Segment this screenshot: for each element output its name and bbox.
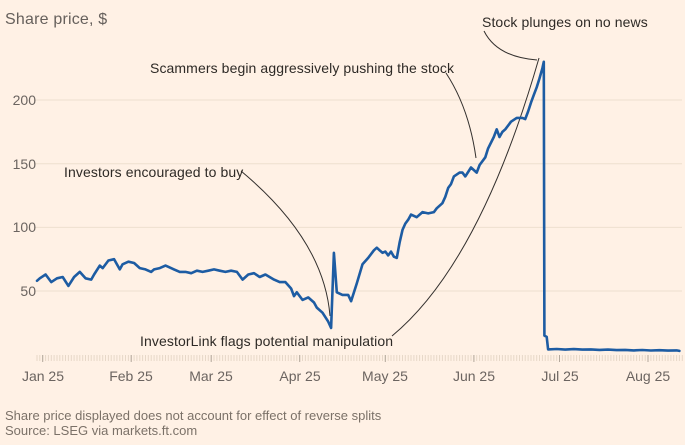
annotation-pointer-scammers	[445, 72, 477, 159]
x-axis-minor-ticks	[36, 355, 683, 361]
annotation-pointer-investors	[240, 170, 331, 317]
annotation-investors: Investors encouraged to buy	[64, 164, 244, 180]
x-tick-label-aug: Aug 25	[625, 368, 671, 384]
chart-title: Share price, $	[5, 11, 108, 28]
x-tick-label-may: May 25	[362, 368, 408, 384]
chart-footer: Share price displayed does not account f…	[5, 408, 381, 438]
x-tick-label-jul: Jul 25	[541, 368, 579, 384]
y-tick-label-50: 50	[20, 283, 36, 299]
annotation-investorlink: InvestorLink flags potential manipulatio…	[140, 333, 394, 349]
annotation-pointer-investorlink	[391, 57, 540, 337]
footer-note: Share price displayed does not account f…	[5, 408, 382, 423]
x-tick-label-apr: Apr 25	[279, 368, 321, 384]
x-tick-label-mar: Mar 25	[189, 368, 233, 384]
y-tick-label-100: 100	[12, 219, 36, 235]
x-tick-label-jun: Jun 25	[452, 368, 496, 384]
x-tick-label-feb: Feb 25	[109, 368, 153, 384]
price-line	[35, 60, 681, 353]
annotation-plunges: Stock plunges on no news	[482, 14, 648, 30]
footer-source: Source: LSEG via markets.ft.com	[5, 423, 198, 438]
y-tick-label-150: 150	[12, 156, 36, 172]
y-tick-label-200: 200	[12, 92, 36, 108]
annotation-scammers: Scammers begin aggressively pushing the …	[150, 60, 455, 76]
annotation-pointer-plunges	[483, 30, 538, 61]
x-axis-month-ticks	[42, 355, 649, 362]
x-tick-label-jan: Jan 25	[21, 368, 65, 384]
